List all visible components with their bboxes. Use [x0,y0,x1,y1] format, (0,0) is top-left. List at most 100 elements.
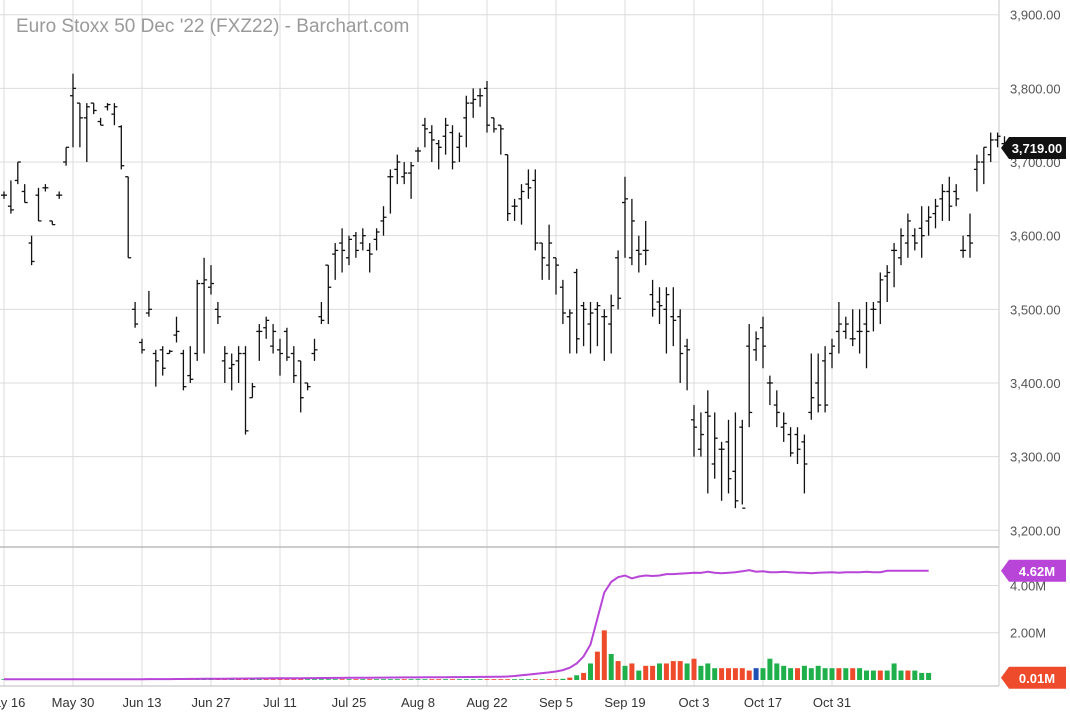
ohlc-bar [559,279,566,325]
ohlc-bar [242,346,249,435]
ohlc-bar [311,338,318,361]
ohlc-bar [76,102,83,148]
ohlc-bar [90,102,97,115]
ohlc-bar [484,81,490,133]
ohlc-bar [28,235,35,266]
ohlc-bar [428,125,435,163]
volume-tick-label: 4.00M [1010,578,1046,593]
price-tick-label: 3,200.00 [1010,523,1061,538]
ohlc-bar [159,346,166,376]
volume-bar [436,679,442,680]
volume-last-marker: 0.01M [1001,666,1066,689]
ohlc-bar [939,184,946,221]
ohlc-bar [980,146,987,185]
ohlc-bar [352,231,359,258]
volume-bar [484,679,490,680]
volume-bar [415,679,421,680]
ohlc-bar [449,125,456,170]
volume-bar [284,679,290,680]
ohlc-bar [677,309,684,383]
ohlc-bar [691,405,697,457]
volume-bar [505,679,511,680]
volume-bar [677,661,683,680]
ohlc-bar [166,349,173,355]
last-price-marker-shape [1001,137,1066,160]
ohlc-bar [249,382,256,399]
volume-bar [360,679,366,680]
volume-tick-label: 2.00M [1010,626,1046,641]
ohlc-bar [670,287,677,347]
ohlc-bar [421,117,428,148]
volume-bar [332,679,338,680]
volume-bar [898,670,904,680]
ohlc-bar [214,301,221,325]
ohlc-bar [63,146,70,166]
ohlc-bar [525,169,532,199]
x-tick-label: Oct 17 [744,695,782,710]
grid-layer [0,0,1000,687]
ohlc-bar [339,228,346,273]
volume-bar [477,679,483,680]
ohlc-bar [21,184,28,204]
volume-bar [815,665,821,680]
ohlc-bar [346,235,352,266]
volume-bar [719,668,725,680]
ohlc-bar [194,279,201,361]
ohlc-bar [14,161,21,185]
ohlc-bar [649,279,656,317]
ohlc-bar [994,132,1001,148]
ohlc-bar [290,346,297,383]
last-price-marker: 3,719.00 [1001,137,1066,160]
volume-bar [443,679,449,680]
volume-bar [470,679,476,680]
ohlc-bar [470,88,477,118]
ohlc-bar [704,390,711,494]
volume-bar [767,658,773,680]
ohlc-bar [642,220,649,266]
ohlc-bar [456,132,463,163]
ohlc-bar [732,412,739,509]
ohlc-bar [221,346,228,383]
volume-bar [608,654,614,680]
volume-bar [691,658,697,680]
ohlc-bar [152,349,159,387]
volume-bar [512,679,518,680]
volume-bar [450,679,455,680]
volume-bar [318,679,324,680]
ohlc-bar [477,88,484,107]
ohlc-bar [932,198,939,229]
x-tick-label: May 30 [52,695,95,710]
ohlc-bar [953,184,960,207]
volume-bar [539,679,545,680]
volume-bar [877,670,883,680]
ohlc-bar [180,349,187,391]
volume-bar [429,679,435,680]
ohlc-bar [373,228,380,251]
ohlc-layer [1,73,1008,509]
ohlc-bar [753,331,760,361]
x-tick-label: May 16 [0,695,25,710]
volume-bar [546,679,552,680]
volume-bar [394,679,400,680]
volume-bar [243,679,248,680]
ohlc-bar [849,309,856,347]
ohlc-bar [518,184,525,225]
volume-bar [698,665,704,680]
ohlc-bar [594,301,601,347]
x-tick-label: Sep 5 [539,695,573,710]
volume-bar [684,663,690,680]
ohlc-bar [359,228,366,251]
ohlc-bar [235,346,242,383]
volume-bar [657,663,662,680]
ohlc-bar [111,103,118,126]
volume-bar [519,679,524,680]
volume-bar [574,675,580,680]
price-tick-label: 3,500.00 [1010,302,1061,317]
volume-bar [270,679,276,680]
volume-bar [795,668,800,680]
ohlc-bar [684,338,691,391]
ohlc-bar [987,132,994,163]
x-tick-label: Oct 3 [678,695,709,710]
volume-bar [712,668,718,680]
volume-bar [864,670,869,680]
